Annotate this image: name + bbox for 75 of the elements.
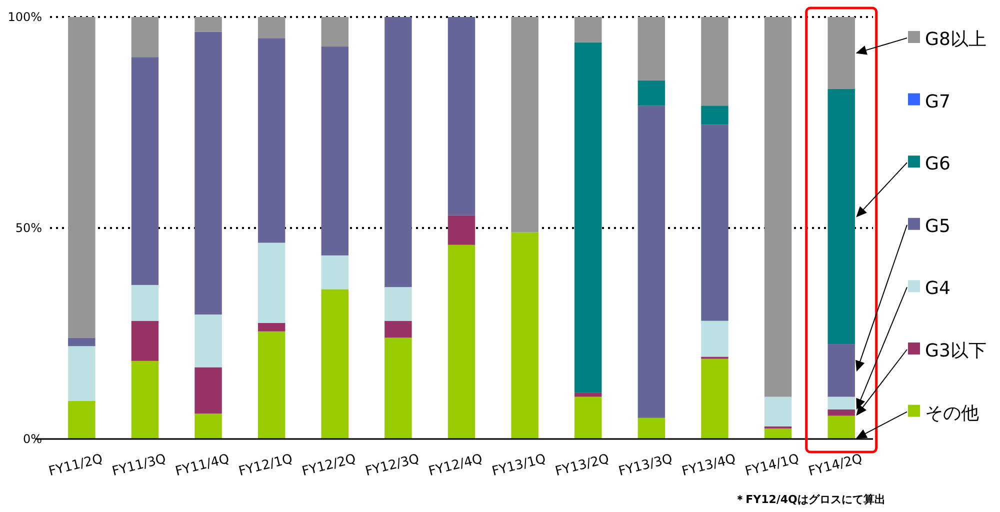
x-tick-label: FY14/1Q	[744, 452, 801, 480]
bar	[828, 409, 855, 416]
bar	[701, 124, 728, 321]
x-tick-label: FY13/1Q	[490, 452, 548, 480]
legend-label: G8以上	[925, 29, 986, 50]
bar	[828, 396, 855, 410]
bar	[638, 418, 666, 439]
bar	[194, 414, 222, 439]
bar	[638, 80, 666, 106]
bar	[68, 346, 96, 402]
bar	[384, 320, 412, 338]
bar	[638, 17, 666, 80]
bar	[511, 232, 538, 439]
y-tick-label: 100%	[8, 10, 42, 24]
bar	[321, 46, 348, 256]
bar	[131, 320, 159, 361]
legend-label: G4	[925, 278, 950, 300]
bar	[448, 244, 476, 439]
x-tick-label: FY13/4Q	[680, 452, 738, 480]
bar	[131, 284, 159, 321]
bar	[258, 331, 286, 439]
bar	[828, 88, 855, 344]
legend-label: G6	[925, 154, 950, 175]
bar	[384, 287, 412, 321]
bar	[701, 320, 728, 357]
bar	[194, 314, 222, 368]
bar	[384, 338, 412, 439]
x-tick-label: FY14/2Q	[807, 452, 864, 480]
legend-label: G5	[925, 216, 950, 237]
bar	[194, 32, 222, 315]
bar	[68, 17, 96, 338]
x-tick-label: FY11/4Q	[174, 452, 231, 480]
x-tick-label: FY13/3Q	[617, 452, 674, 480]
x-tick-label: FY11/3Q	[110, 452, 168, 480]
bar	[131, 17, 159, 58]
x-tick-label: FY11/2Q	[47, 452, 104, 480]
bar	[321, 289, 348, 439]
bar	[258, 38, 286, 243]
bar	[384, 17, 412, 288]
bar	[258, 17, 286, 38]
legend-label: その他	[925, 402, 979, 424]
bar	[638, 106, 666, 418]
bar	[258, 242, 286, 323]
bar	[321, 17, 348, 47]
bar	[574, 396, 602, 439]
text: ＊FY12/4Qはグロスにて算出	[734, 493, 886, 506]
bar	[448, 215, 476, 245]
bar	[68, 401, 96, 439]
bar	[321, 255, 348, 290]
bar	[764, 17, 792, 397]
x-tick-label: FY12/4Q	[427, 452, 484, 480]
bar	[701, 358, 728, 439]
bar	[131, 360, 159, 439]
bar	[511, 17, 538, 232]
bar	[194, 367, 222, 414]
x-tick-label: FY12/3Q	[364, 452, 421, 480]
legend-label: G3以下	[925, 340, 986, 362]
bar	[764, 396, 792, 426]
bar	[764, 428, 792, 439]
bar	[574, 392, 602, 397]
bar	[258, 322, 286, 332]
bar	[131, 57, 159, 285]
bar	[828, 17, 855, 89]
x-tick-label: FY13/2Q	[554, 452, 611, 480]
x-tick-label: FY12/2Q	[300, 452, 358, 480]
bar	[448, 17, 476, 216]
y-tick-label: 50%	[15, 221, 42, 235]
x-tick-label: FY12/1Q	[237, 452, 294, 480]
bar	[68, 338, 96, 346]
legend-label: G7	[925, 91, 950, 112]
bar	[701, 17, 728, 106]
bar	[574, 17, 602, 42]
bar	[574, 42, 602, 393]
bar	[194, 17, 222, 32]
bar	[701, 106, 728, 125]
